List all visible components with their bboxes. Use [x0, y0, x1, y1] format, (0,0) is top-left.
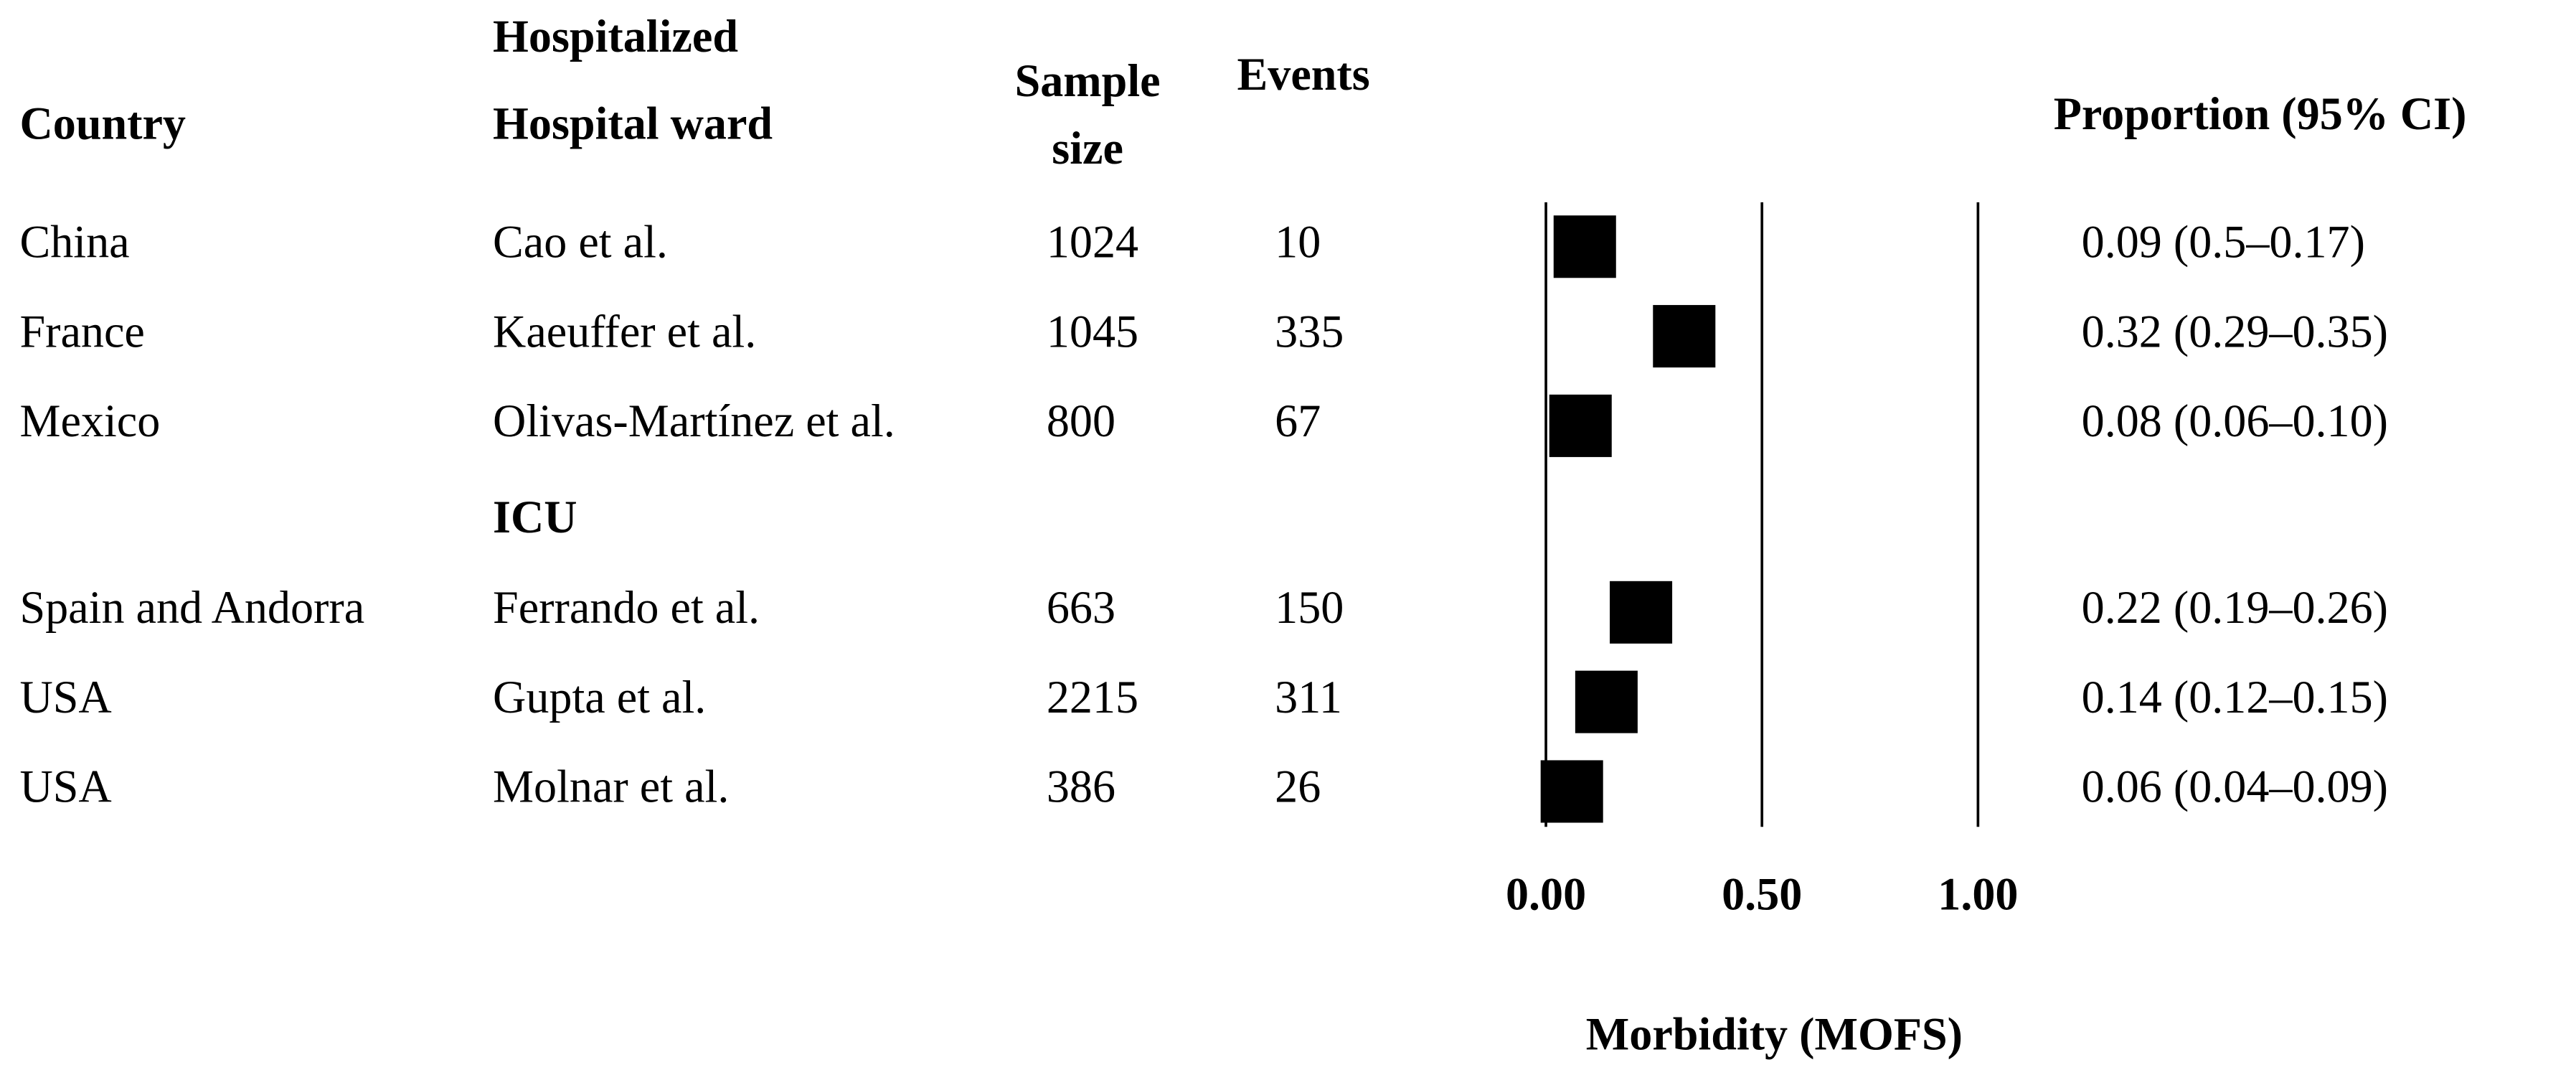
x-tick-label: 0.50	[1722, 869, 1802, 920]
events: 150	[1275, 582, 1344, 633]
sample-size: 800	[1047, 395, 1115, 446]
group-header: Hospitalized	[493, 11, 738, 62]
study: Cao et al.	[493, 216, 668, 267]
x-tick-label: 0.00	[1506, 869, 1586, 920]
sample-size: 2215	[1047, 672, 1138, 723]
x-axis-label: Morbidity (MOFS)	[1586, 1008, 1963, 1059]
proportion-label: 0.09 (0.5–0.17)	[2082, 216, 2365, 267]
estimate-marker	[1540, 760, 1603, 823]
estimate-marker	[1653, 305, 1716, 368]
study: Ferrando et al.	[493, 582, 760, 633]
x-tick-label: 1.00	[1938, 869, 2018, 920]
study: Molnar et al.	[493, 761, 729, 812]
country: Spain and Andorra	[19, 582, 364, 633]
header-proportion: Proportion (95% CI)	[2054, 88, 2467, 139]
country: Mexico	[19, 395, 160, 446]
header-country: Country	[19, 98, 186, 149]
proportion-label: 0.06 (0.04–0.09)	[2082, 761, 2388, 812]
sample-size: 1024	[1047, 216, 1138, 267]
header-sample-size: Sample	[1015, 55, 1161, 106]
header-sample-size: size	[1052, 123, 1123, 174]
study: Gupta et al.	[493, 672, 706, 723]
proportion-label: 0.14 (0.12–0.15)	[2082, 672, 2388, 723]
header-events: Events	[1237, 49, 1370, 100]
group-header: ICU	[493, 492, 577, 542]
estimate-marker	[1610, 581, 1673, 644]
study: Kaeuffer et al.	[493, 306, 756, 357]
estimate-marker	[1553, 215, 1616, 278]
country: France	[19, 306, 144, 357]
sample-size: 386	[1047, 761, 1115, 812]
estimate-marker	[1575, 670, 1638, 733]
header-study: Hospital ward	[493, 98, 773, 149]
estimate-marker	[1549, 394, 1612, 457]
study: Olivas-Martínez et al.	[493, 395, 895, 446]
proportion-label: 0.22 (0.19–0.26)	[2082, 582, 2388, 633]
country: USA	[19, 672, 111, 723]
sample-size: 1045	[1047, 306, 1138, 357]
events: 311	[1275, 672, 1342, 723]
events: 10	[1275, 216, 1321, 267]
proportion-label: 0.08 (0.06–0.10)	[2082, 395, 2388, 446]
events: 67	[1275, 395, 1321, 446]
country: USA	[19, 761, 111, 812]
country: China	[19, 216, 129, 267]
proportion-label: 0.32 (0.29–0.35)	[2082, 306, 2388, 357]
sample-size: 663	[1047, 582, 1115, 633]
events: 26	[1275, 761, 1321, 812]
events: 335	[1275, 306, 1344, 357]
